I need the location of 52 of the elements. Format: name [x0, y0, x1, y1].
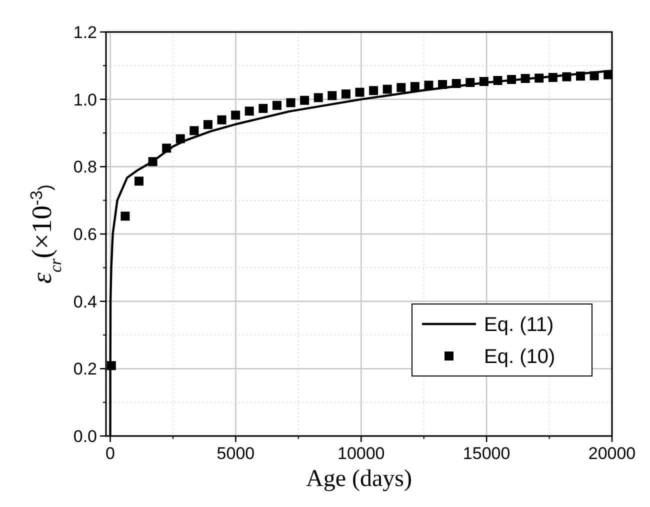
x-axis-title: Age (days)	[306, 466, 412, 492]
point	[106, 361, 116, 370]
point	[272, 100, 282, 110]
y-tick-label: 0.8	[73, 158, 97, 177]
point	[190, 126, 199, 136]
point	[341, 89, 350, 98]
point	[466, 78, 475, 87]
x-tick-label: 15000	[462, 444, 510, 463]
point	[203, 120, 212, 130]
y-tick-label: 0.6	[73, 225, 97, 244]
point	[479, 76, 488, 86]
point	[300, 96, 310, 105]
point	[217, 115, 226, 124]
point	[562, 72, 572, 82]
point	[162, 144, 172, 153]
point	[244, 106, 254, 116]
point	[576, 72, 586, 81]
point	[452, 79, 461, 88]
x-tick-label: 5000	[216, 444, 255, 463]
point	[438, 80, 448, 90]
point	[507, 74, 516, 84]
point	[258, 104, 268, 113]
y-tick-label: 0.0	[73, 427, 97, 446]
point	[148, 157, 158, 166]
point	[382, 84, 392, 94]
x-tick-label: 0	[106, 444, 115, 463]
x-tick-label: 10000	[337, 444, 385, 463]
y-tick-label: 1.0	[73, 90, 97, 110]
point	[590, 71, 599, 80]
point	[369, 86, 378, 96]
y-tick-label: 1.2	[73, 23, 97, 42]
legend-label: Eq. (10)	[484, 346, 556, 368]
point	[134, 176, 144, 186]
point	[424, 80, 434, 90]
y-tick-label: 0.2	[73, 360, 97, 379]
point	[328, 91, 337, 100]
point	[176, 134, 185, 144]
point	[231, 110, 240, 120]
y-tick-label: 0.4	[73, 292, 97, 312]
point	[355, 88, 364, 97]
point	[396, 83, 406, 92]
point	[548, 72, 558, 82]
x-tick-label: 20000	[588, 444, 636, 463]
point	[120, 212, 130, 221]
point	[493, 76, 502, 85]
point	[314, 93, 323, 102]
point	[410, 82, 420, 92]
point	[520, 74, 530, 83]
legend-label: Eq. (11)	[484, 314, 554, 336]
point	[286, 98, 296, 108]
point	[604, 70, 613, 80]
point	[534, 74, 544, 83]
